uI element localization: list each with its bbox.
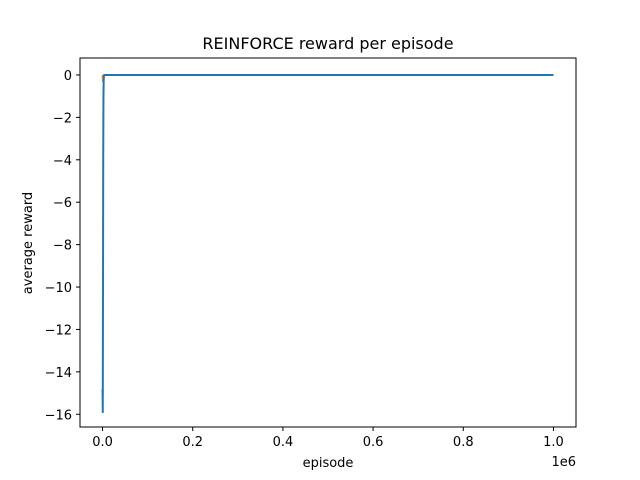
x-tick-label: 0.2 <box>182 435 203 450</box>
y-axis-label: average reward <box>21 192 36 294</box>
x-axis-offset-text: 1e6 <box>551 455 576 470</box>
x-tick-label: 0.8 <box>453 435 474 450</box>
x-tick-label: 0.0 <box>92 435 113 450</box>
y-tick-label: −4 <box>53 154 72 169</box>
x-tick-label: 0.6 <box>363 435 384 450</box>
series-line-2 <box>101 73 554 414</box>
x-axis-label: episode <box>303 456 354 471</box>
x-tick-label: 0.4 <box>273 435 294 450</box>
y-tick-label: −6 <box>53 196 72 211</box>
chart-title: REINFORCE reward per episode <box>202 34 453 53</box>
x-tick-label: 1.0 <box>543 435 564 450</box>
x-axis: 0.0 0.2 0.4 0.6 0.8 1.0 <box>92 427 564 450</box>
y-tick-label: −12 <box>45 323 72 338</box>
y-tick-label: −16 <box>45 408 72 423</box>
y-tick-label: −2 <box>53 111 72 126</box>
y-tick-label: 0 <box>64 69 72 84</box>
y-tick-label: −10 <box>45 281 72 296</box>
y-tick-label: −14 <box>45 366 72 381</box>
plot-area <box>101 73 554 414</box>
plot-frame <box>79 57 577 428</box>
y-axis: 0 −2 −4 −6 −8 −10 −12 −14 −16 <box>45 69 80 423</box>
y-tick-label: −8 <box>53 239 72 254</box>
